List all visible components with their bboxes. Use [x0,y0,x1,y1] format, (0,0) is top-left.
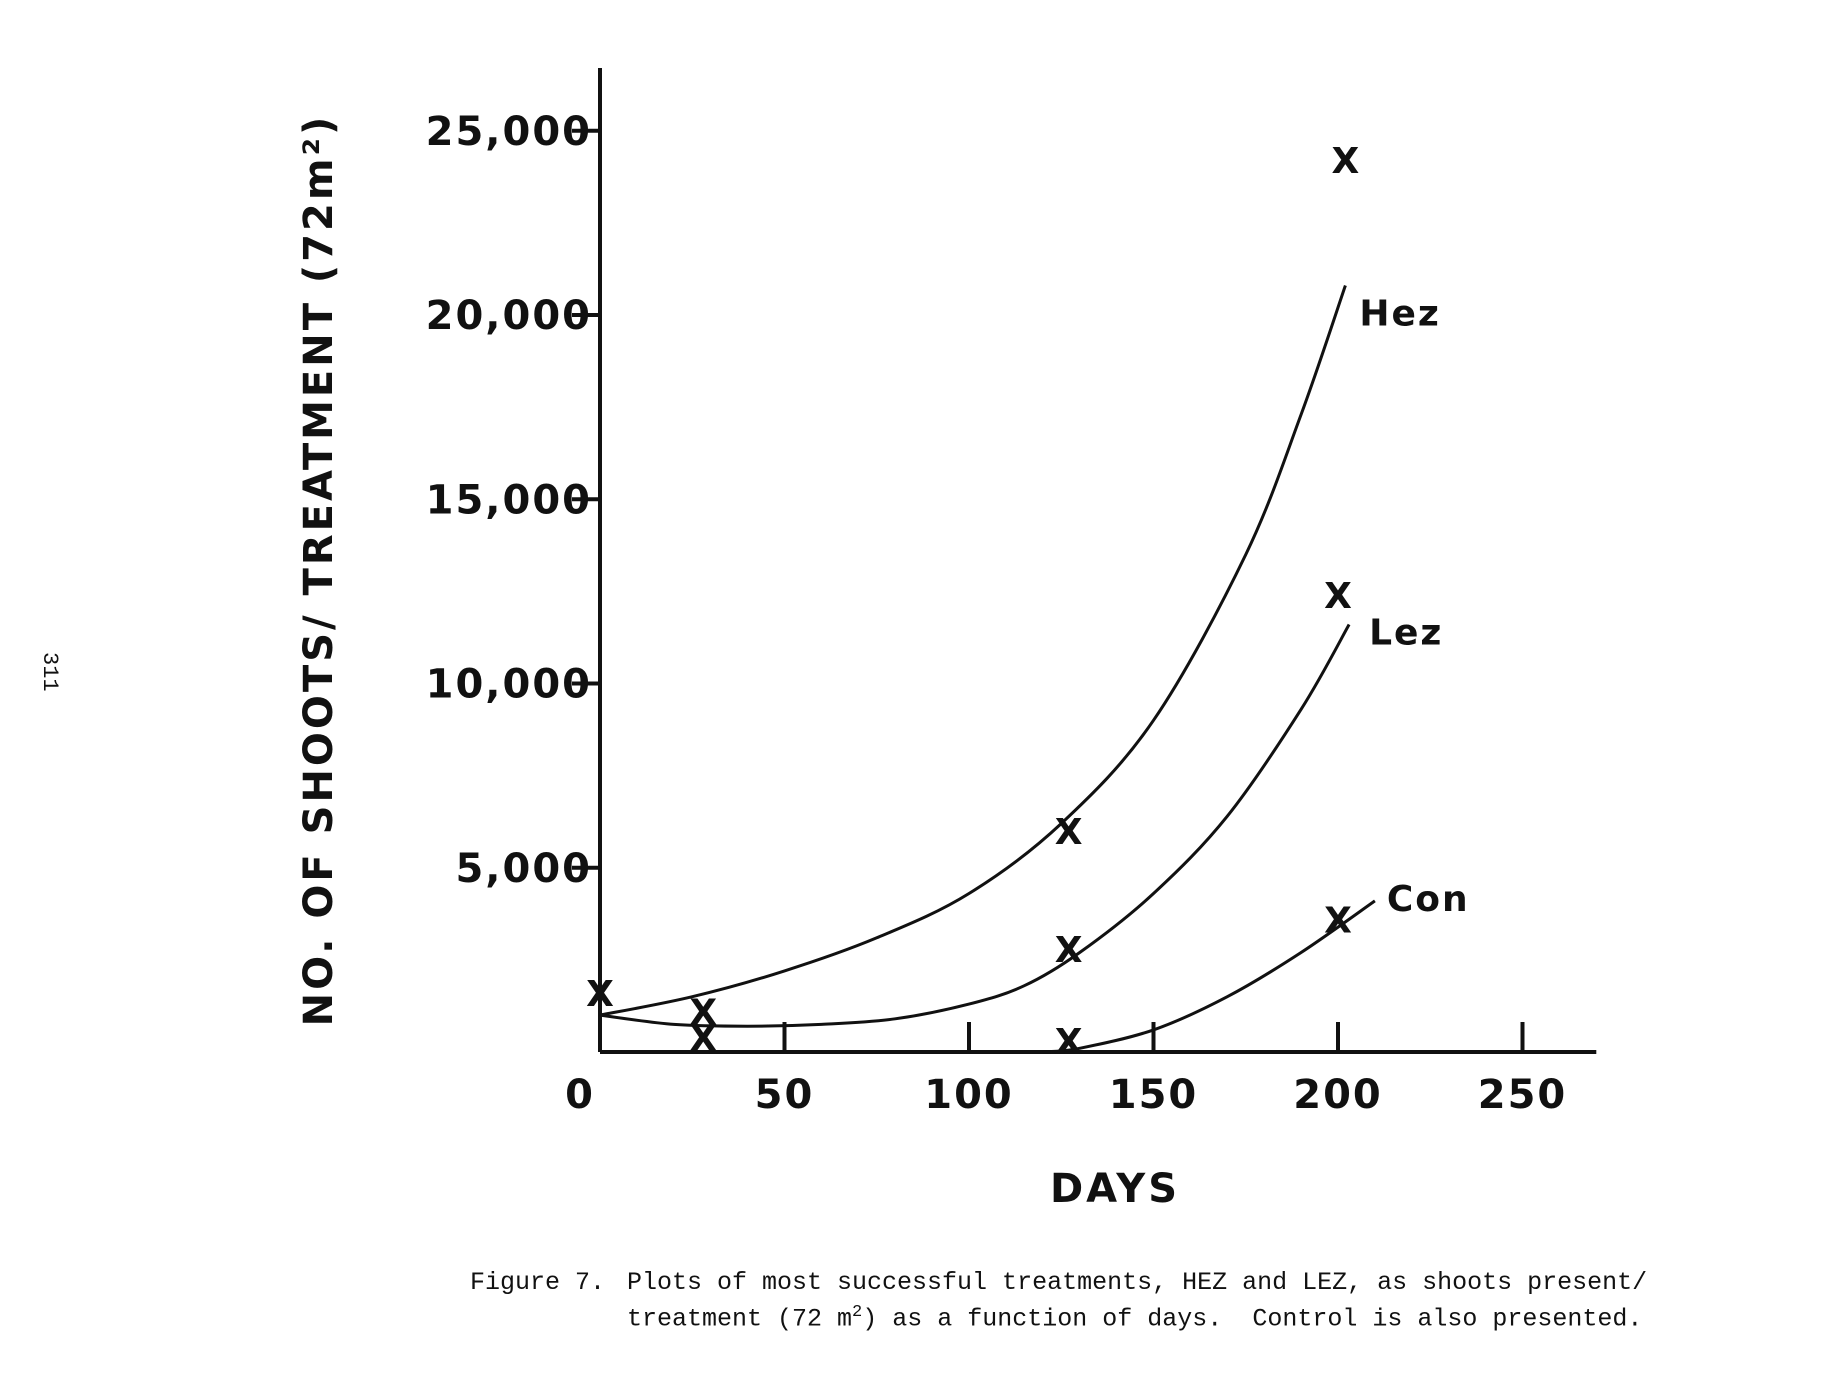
y-axis-title-group: NO. OF SHOOTS/ TREATMENT (72m²) [296,114,342,1027]
y-tick-label: 25,000 [426,109,592,155]
caption-line-2-start: treatment (72 m [627,1304,853,1334]
caption-indent [470,1298,627,1334]
series-con-point: X [1324,900,1352,941]
caption-row-1: Figure 7. Plots of most successful treat… [470,1268,1647,1298]
plot-area: 5,000 10,000 15,000 20,000 25,000 0 50 100 150 20… [426,68,1597,1118]
y-tick-label: 5,000 [455,846,592,892]
x-tick-label: 250 [1478,1072,1568,1118]
series-lez-point: X [1055,930,1083,971]
x-tick-label: 100 [924,1072,1014,1118]
y-tick-label: 20,000 [426,293,592,339]
shared-data-point: X [586,974,614,1015]
x-tick-label: 50 [755,1072,815,1118]
series-lez-label: Lez [1369,613,1443,654]
series-lez-point: X [1324,576,1352,617]
series-hez-line [599,285,1347,1017]
x-tick-label: 200 [1293,1072,1383,1118]
caption-line-1: Plots of most successful treatments, HEZ… [627,1268,1648,1297]
series-lez-line [599,623,1351,1028]
figure-caption: Figure 7. Plots of most successful treat… [470,1268,1647,1334]
x-axis-title: DAYS [1050,1166,1180,1212]
series-con-point: X [1055,1022,1083,1063]
y-axis-title: NO. OF SHOOTS/ TREATMENT (72m²) [296,114,342,1027]
x-tick-label: 0 [565,1072,595,1118]
caption-superscript: 2 [852,1303,863,1322]
series-hez-label: Hez [1359,294,1441,335]
caption-row-2: treatment (72 m2) as a function of days.… [470,1298,1647,1334]
caption-line-2: treatment (72 m2) as a function of days.… [627,1298,1642,1334]
x-tick-label: 150 [1109,1072,1199,1118]
caption-line-2-end: ) as a function of days. Control is also… [862,1304,1643,1334]
y-tick-label: 15,000 [426,477,592,523]
series-hez-point: X [1055,812,1083,853]
caption-label: Figure 7. [470,1268,606,1297]
shared-data-point: X [689,1018,717,1059]
page-number: 311 [37,652,62,692]
y-tick-label: 10,000 [426,662,592,708]
shared-data-point: X [689,992,717,1033]
series-con-line [1042,899,1376,1054]
series-hez-point: X [1331,141,1359,182]
series-con-label: Con [1387,879,1470,920]
